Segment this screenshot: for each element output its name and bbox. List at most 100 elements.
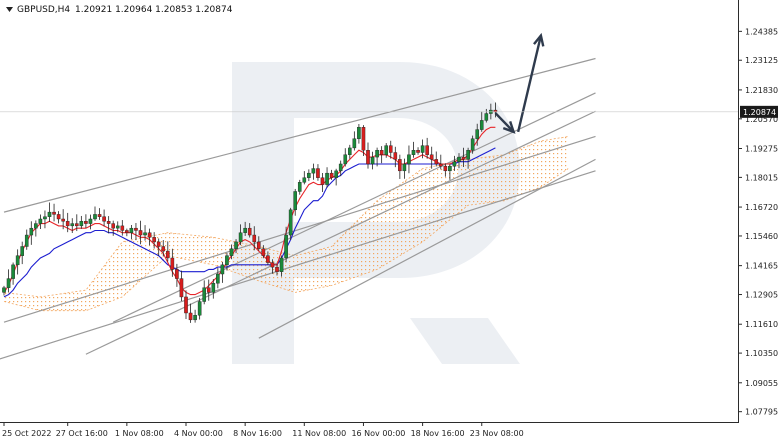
current-price-box [740,105,778,118]
candle [238,224,243,246]
candle [329,169,334,180]
forecast-arrow-down [494,112,516,134]
candle [20,241,25,265]
candle-body [97,214,102,217]
candle [106,216,111,234]
time-tick-label: 16 Nov 00:00 [351,429,405,438]
candle [379,146,384,164]
dropdown-triangle-icon[interactable] [6,7,13,12]
candle [152,232,156,249]
candle-body [479,120,484,130]
candle [65,212,70,233]
trendline-6 [258,158,596,339]
candle-body [398,159,402,172]
candle-body [88,218,93,224]
candle-body [120,225,125,231]
time-tick-label: 27 Oct 16:00 [56,429,108,438]
candle [266,251,270,266]
candle-body [293,191,298,211]
candle [411,141,416,158]
candle-body [257,241,261,249]
candle-body [352,138,357,149]
candle [479,111,484,132]
candle-body [234,241,238,249]
candle [216,268,220,289]
kijun-sen-line [3,147,496,298]
candle-body [316,168,320,178]
candle [61,209,65,230]
candle [156,238,161,256]
candle-body [184,296,188,314]
senkou-span-b [3,168,569,312]
price-tick-label: 1.15460 [745,232,778,241]
candle-body [388,145,393,153]
candle-body [343,154,348,165]
candle [466,147,470,169]
candle [161,240,166,257]
candle-body [65,221,70,227]
candle [334,168,338,186]
candle [34,220,38,237]
candle [129,225,134,240]
candle-body [147,232,152,238]
candle [125,228,129,237]
candle [175,263,179,287]
candle [279,255,284,277]
candlesticks [2,102,498,323]
candle-body [243,227,247,233]
candle-body [247,227,252,236]
candle-body [129,227,134,233]
candle-body [439,163,443,167]
candle-body [197,301,202,316]
candle [29,221,34,245]
candle [338,160,343,177]
candle-body [261,248,266,256]
candle [443,163,448,177]
candle [393,146,398,168]
candle [11,262,15,285]
price-axis[interactable]: 1.24385 1.23125 1.21830 1.20570 1.19275 1.180… [738,27,778,417]
candle-body [211,282,216,293]
candle-body [466,150,470,160]
candle-body [56,214,61,220]
candle [375,147,379,167]
candle [425,137,429,159]
candle-body [170,257,175,270]
candle [143,225,147,241]
candle-body [270,262,275,268]
candle [388,140,393,159]
candle [257,236,261,251]
candle [202,280,207,305]
trendline-2 [3,135,596,323]
candle-body [475,129,480,139]
candle-body [43,216,47,220]
symbol-label: GBPUSD,H4 [17,5,70,15]
candle [311,163,316,180]
trendline-4 [85,110,596,355]
candle [179,270,184,302]
candle-body [307,172,311,178]
candle [134,222,138,241]
candle [484,108,489,123]
candle-body [484,113,489,121]
candle-body [279,257,284,272]
price-tick-label: 1.23125 [745,56,778,65]
candle-body [188,312,193,321]
chart-header: GBPUSD,H4 1.20921 1.20964 1.20853 1.2087… [6,5,233,15]
candle [43,210,47,229]
candle-body [393,152,398,160]
candle [170,248,175,277]
candle [229,244,234,260]
candle [79,215,84,229]
candle [197,297,202,320]
candle-body [152,237,156,243]
time-axis[interactable]: 25 Oct 2022 27 Oct 16:00 1 Nov 08:00 4 Nov … [2,422,524,438]
candle-body [457,156,461,162]
trendlines [0,57,596,360]
candle-body [297,182,302,192]
candle [234,239,238,254]
candle [24,229,29,250]
candle-body [384,145,389,155]
candle-body [434,159,439,165]
candle [448,163,452,180]
